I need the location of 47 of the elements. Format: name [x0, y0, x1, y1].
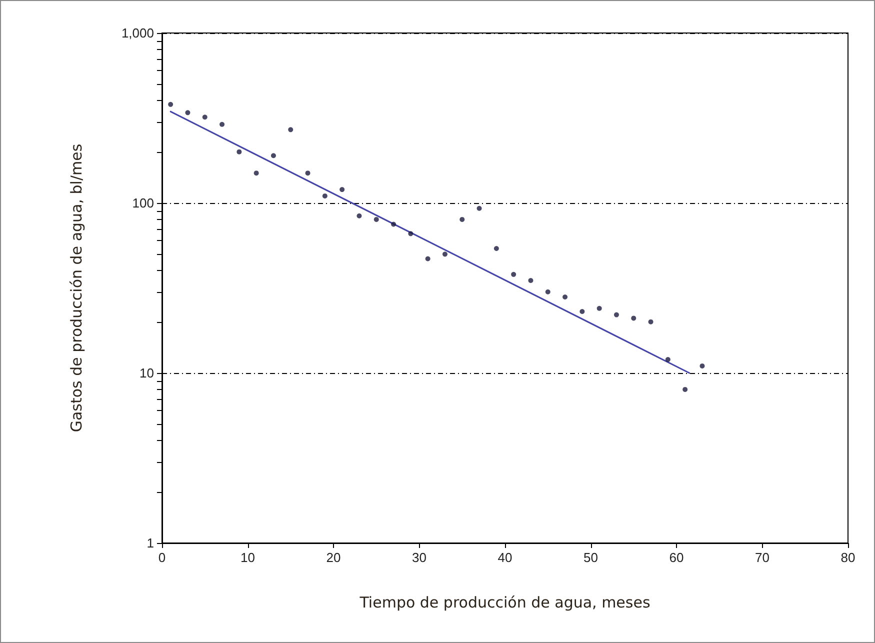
x-tick-label: 10 [240, 550, 255, 565]
point [270, 153, 276, 158]
x-tick-label: 20 [326, 550, 341, 565]
y-tick-label: 1,000 [121, 26, 154, 40]
point [202, 114, 208, 120]
y-tick-label: 10 [140, 366, 154, 380]
point [374, 216, 379, 222]
point [596, 306, 602, 311]
point [494, 246, 499, 251]
point [305, 170, 310, 176]
x-tick-label: 50 [584, 550, 598, 565]
point [476, 206, 482, 211]
point [562, 294, 568, 300]
x-tick-label: 40 [498, 550, 512, 565]
y-tick-label: 100 [132, 196, 154, 210]
point [322, 193, 328, 198]
y-tick-label: 1 [146, 536, 154, 550]
point [220, 122, 225, 127]
x-axis-title: Tiempo de producción de agua, meses [358, 594, 650, 612]
point [288, 127, 294, 132]
point [391, 222, 396, 227]
point [185, 110, 190, 116]
point [511, 272, 516, 277]
point [682, 386, 688, 392]
point [254, 170, 259, 176]
point [665, 357, 670, 362]
point [340, 187, 345, 192]
x-tick-label: 30 [412, 550, 426, 565]
x-tick-label: 70 [755, 550, 770, 565]
x-tick-label: 80 [840, 550, 856, 565]
point [442, 252, 448, 257]
point [545, 289, 550, 294]
point [648, 319, 654, 324]
x-tick-label: 0 [158, 550, 166, 565]
point [356, 213, 362, 218]
point [528, 278, 534, 284]
x-tick-label: 60 [669, 550, 684, 565]
point [460, 216, 465, 222]
point [580, 309, 585, 314]
point [408, 231, 414, 236]
point [236, 149, 242, 154]
point [168, 102, 174, 107]
point [425, 256, 430, 262]
point [614, 312, 619, 318]
y-axis-title: Gastos de producción de agua, bl/mes [68, 144, 86, 432]
point [631, 316, 636, 321]
point [700, 363, 705, 368]
